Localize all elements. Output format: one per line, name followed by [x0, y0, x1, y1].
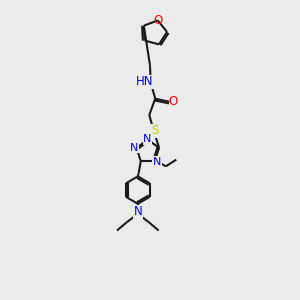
- Text: N: N: [134, 206, 142, 218]
- Text: S: S: [151, 124, 158, 137]
- Text: HN: HN: [136, 75, 154, 88]
- Text: N: N: [143, 134, 152, 144]
- Text: O: O: [169, 95, 178, 108]
- Text: N: N: [130, 142, 138, 152]
- Text: O: O: [154, 14, 163, 27]
- Text: N: N: [153, 157, 161, 167]
